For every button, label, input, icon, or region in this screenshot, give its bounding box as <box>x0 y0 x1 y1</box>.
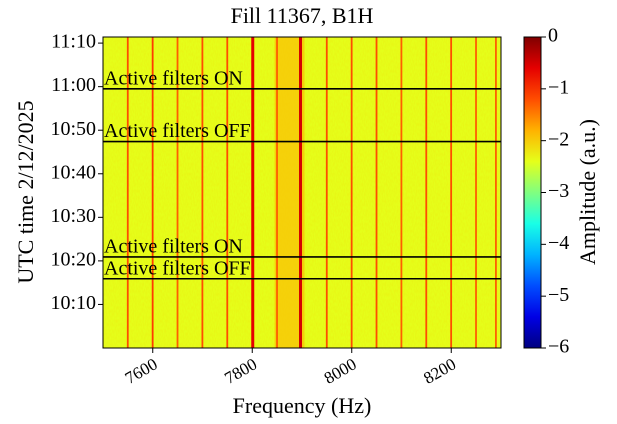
spectral-line <box>176 37 179 348</box>
spectral-line <box>276 37 278 348</box>
spectral-line <box>400 37 403 348</box>
spectral-line <box>325 37 328 348</box>
annotation-text: Active filters ON <box>104 236 243 258</box>
spectral-line <box>475 37 477 348</box>
colorbar-tick-label: 0 <box>548 25 558 47</box>
spectral-line <box>350 37 353 348</box>
chart-title: Fill 11367, B1H <box>231 3 374 28</box>
y-tick-label: 10:20 <box>50 248 96 270</box>
x-tick-label: 7800 <box>221 354 260 387</box>
spectral-line <box>375 37 378 348</box>
spectral-line <box>126 37 129 348</box>
colorbar-tick-label: −1 <box>548 76 569 98</box>
annotation-text: Active filters OFF <box>104 257 251 279</box>
spectral-line <box>201 37 204 348</box>
colorbar-tick-label: −5 <box>548 284 569 306</box>
colorbar-label: Amplitude (a.u.) <box>575 119 600 265</box>
annotation-text: Active filters ON <box>104 67 243 89</box>
colorbar <box>523 36 542 349</box>
y-tick-label: 10:50 <box>50 118 96 140</box>
y-tick-label: 10:30 <box>50 205 96 227</box>
y-tick-label: 10:10 <box>50 292 96 314</box>
spectral-line <box>226 37 229 348</box>
spectral-line <box>495 37 497 348</box>
x-tick-label: 8200 <box>420 354 459 387</box>
colorbar-tick-label: −3 <box>548 180 569 202</box>
spectral-line <box>299 37 303 348</box>
colorbar-tick-label: −6 <box>548 336 569 358</box>
plot-frame <box>102 36 502 349</box>
spectral-line <box>251 37 255 348</box>
y-tick-label: 11:00 <box>51 74 96 96</box>
colorbar-tick-label: −2 <box>548 128 569 150</box>
spectral-line <box>450 37 453 348</box>
spectral-line <box>151 37 154 348</box>
colorbar-tick-label: −4 <box>548 232 569 254</box>
spectral-line <box>425 37 428 348</box>
x-tick-label: 8000 <box>321 354 360 387</box>
annotation-text: Active filters OFF <box>104 120 251 142</box>
y-axis-label: UTC time 2/12/2025 <box>13 100 38 283</box>
y-tick-label: 11:10 <box>51 31 96 53</box>
x-tick-label: 7600 <box>122 354 161 387</box>
x-axis-label: Frequency (Hz) <box>233 393 372 418</box>
y-tick-label: 10:40 <box>50 161 96 183</box>
